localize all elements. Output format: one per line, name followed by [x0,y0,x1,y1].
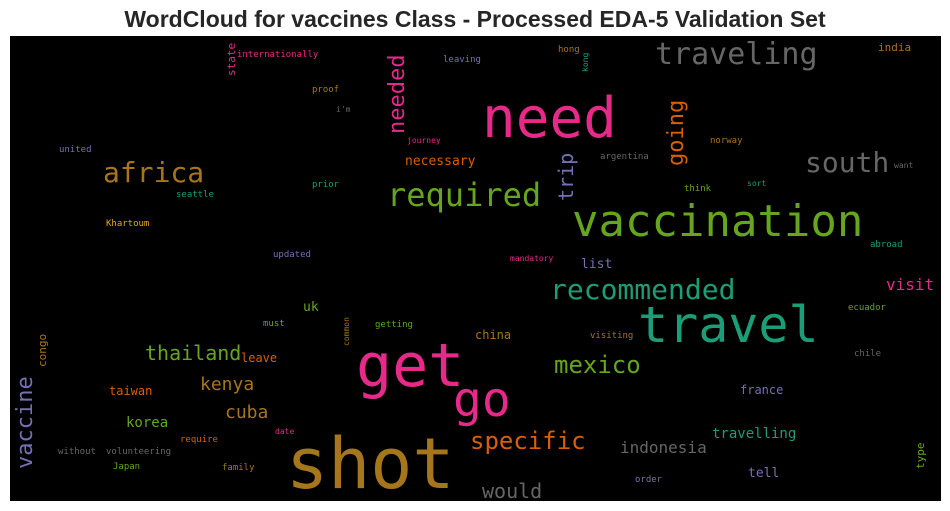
word-mexico: mexico [554,351,641,379]
word-sort: sort [747,179,766,188]
word-internationally: internationally [237,50,319,60]
word-cloud: shot need get travel vaccination go traveling r… [10,36,941,501]
word-needed: needed [385,55,410,134]
word-type: type [914,443,927,470]
word-travel: travel [638,296,819,354]
word-required: required [387,176,541,214]
word-seattle: seattle [176,190,214,200]
word-thailand: thailand [145,341,241,365]
word-leaving: leaving [443,55,481,65]
word-norway: norway [710,136,743,146]
word-taiwan: taiwan [109,384,152,398]
word-kenya: kenya [200,374,254,395]
word-visiting: visiting [590,331,633,341]
word-japan: Japan [113,462,140,472]
word-indonesia: indonesia [620,438,707,457]
word-family: family [222,463,255,473]
word-vaccine: vaccine [13,376,38,469]
word-date: date [275,427,294,436]
word-china: china [475,328,511,342]
word-korea: korea [126,415,168,431]
word-necessary: necessary [405,154,476,169]
word-need: need [482,86,617,151]
word-traveling: traveling [655,37,818,72]
word-go: go [453,372,511,428]
word-common: common [342,317,351,346]
word-trip: trip [554,153,578,201]
word-france: france [740,383,783,397]
word-want: want [894,161,913,170]
word-order: order [635,475,663,485]
word-hong: hong [558,45,580,55]
word-volunteering: volunteering [106,447,171,457]
word-tell: tell [748,466,779,481]
word-think: think [684,184,712,194]
word-united: united [59,145,92,155]
word-going: going [664,100,689,166]
word-get: get [356,331,464,401]
word-vaccination: vaccination [572,196,863,247]
word-prior: prior [312,180,340,190]
word-uk: uk [303,300,319,315]
word-cuba: cuba [225,402,268,423]
word-shot: shot [286,423,455,501]
word-khartoum: Khartoum [106,219,149,229]
word-south: south [805,146,889,179]
word-getting: getting [375,320,413,330]
word-state: state [225,43,238,76]
word-journey: journey [407,136,441,145]
word-ecuador: ecuador [848,303,887,313]
word-travelling: travelling [712,426,796,442]
word-visit: visit [886,275,934,294]
word-india: india [878,41,911,54]
word-chile: chile [854,349,881,359]
word-without: without [58,447,96,457]
word-recommended: recommended [550,273,735,306]
word-abroad: abroad [870,240,903,250]
word-i-m: i'm [336,105,351,114]
word-updated: updated [273,250,311,260]
word-congo: congo [36,334,49,367]
word-argentina: argentina [600,152,649,162]
word-mandatory: mandatory [510,254,554,263]
word-proof: proof [312,85,339,95]
word-africa: africa [103,156,204,189]
word-would: would [482,479,542,501]
word-require: require [180,435,218,445]
word-kong: kong [581,53,590,72]
word-must: must [263,319,285,329]
word-leave: leave [241,351,277,365]
chart-title: WordCloud for vaccines Class - Processed… [124,6,826,32]
word-specific: specific [470,427,586,455]
word-list: list [581,257,612,272]
